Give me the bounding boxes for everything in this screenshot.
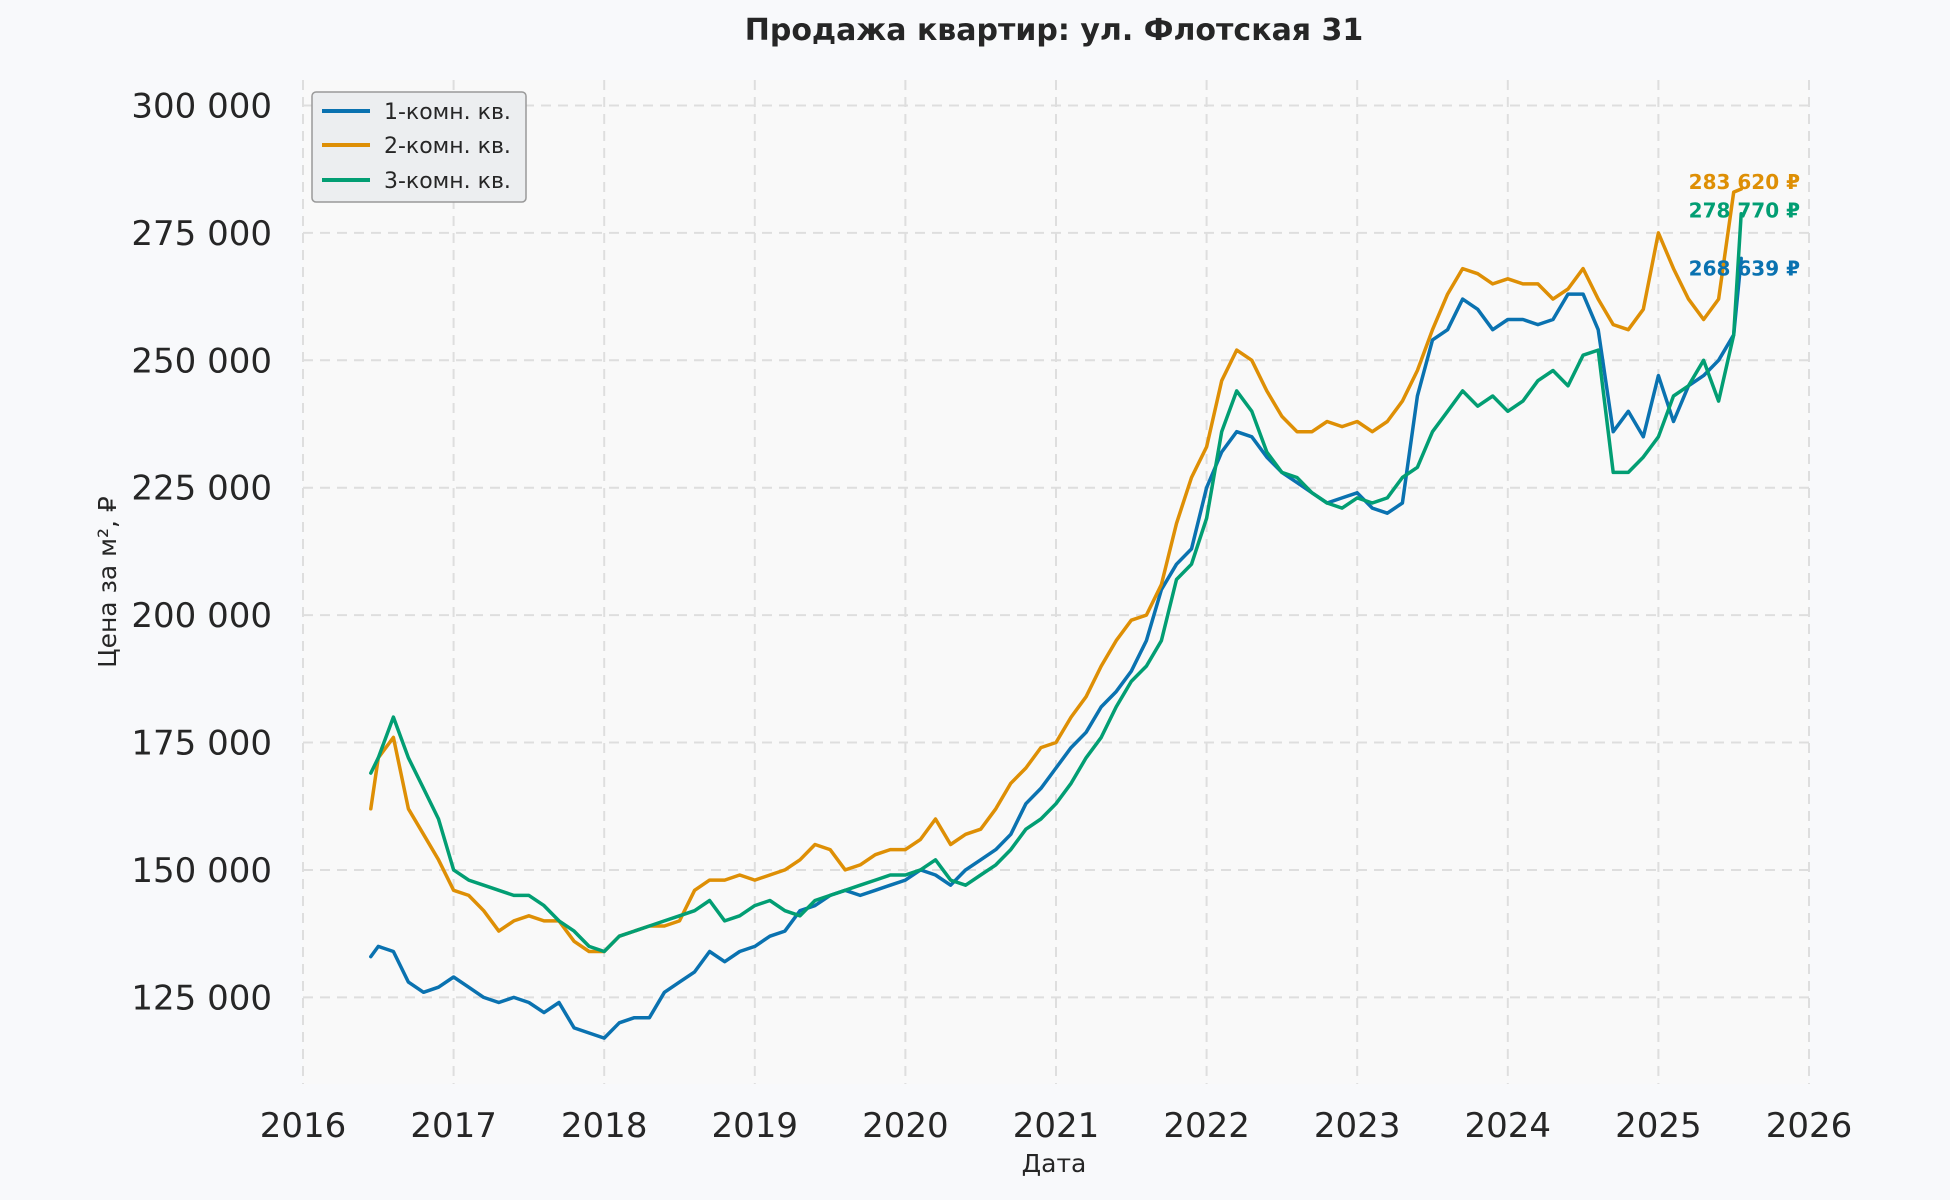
end-value-label-3: 268 639 ₽: [1689, 256, 1800, 280]
series-line-1: [369, 256, 1743, 1040]
end-labels: 283 620 ₽ 278 770 ₽ 268 639 ₽: [1689, 170, 1800, 280]
y-tick-label-6: 275 000: [131, 214, 272, 254]
series-lines: [369, 187, 1743, 1040]
legend-label-1: 1-комн. кв.: [384, 100, 511, 125]
y-tick-label-5: 250 000: [131, 341, 272, 381]
x-tick-label-8: 2024: [1465, 1106, 1552, 1146]
x-tick-label-6: 2022: [1163, 1106, 1250, 1146]
x-tick-label-10: 2026: [1766, 1106, 1853, 1146]
end-value-label-1: 283 620 ₽: [1689, 170, 1800, 194]
chart-title: Продажа квартир: ул. Флотская 31: [745, 13, 1364, 48]
x-tick-label-4: 2020: [862, 1106, 949, 1146]
x-tick-label-7: 2023: [1314, 1106, 1401, 1146]
x-axis: 2016 2017 2018 2019 2020 2021 2022 2023 2024 2025…: [260, 1106, 1853, 1146]
x-tick-label-2: 2018: [561, 1106, 648, 1146]
y-tick-label-1: 150 000: [131, 851, 272, 891]
x-tick-label-0: 2016: [260, 1106, 347, 1146]
y-tick-label-3: 200 000: [131, 596, 272, 636]
y-axis-label: Цена за м², ₽: [93, 496, 122, 668]
y-tick-label-4: 225 000: [131, 469, 272, 509]
x-tick-label-5: 2021: [1013, 1106, 1100, 1146]
x-axis-label: Дата: [1022, 1149, 1087, 1178]
y-tick-label-7: 300 000: [131, 86, 272, 126]
legend-label-2: 2-комн. кв.: [384, 134, 511, 159]
x-tick-label-9: 2025: [1615, 1106, 1702, 1146]
end-value-label-2: 278 770 ₽: [1689, 199, 1800, 223]
y-tick-label-0: 125 000: [131, 978, 272, 1018]
legend: 1-комн. кв. 2-комн. кв. 3-комн. кв.: [311, 91, 527, 203]
y-axis: 125 000 150 000 175 000 200 000 225 000 250 0…: [131, 86, 272, 1018]
series-line-3: [369, 211, 1743, 954]
x-tick-label-3: 2019: [712, 1106, 799, 1146]
legend-label-3: 3-комн. кв.: [384, 169, 511, 194]
y-tick-label-2: 175 000: [131, 724, 272, 764]
x-tick-label-1: 2017: [410, 1106, 497, 1146]
series-line-2: [369, 187, 1743, 954]
legend-box: [311, 91, 527, 203]
